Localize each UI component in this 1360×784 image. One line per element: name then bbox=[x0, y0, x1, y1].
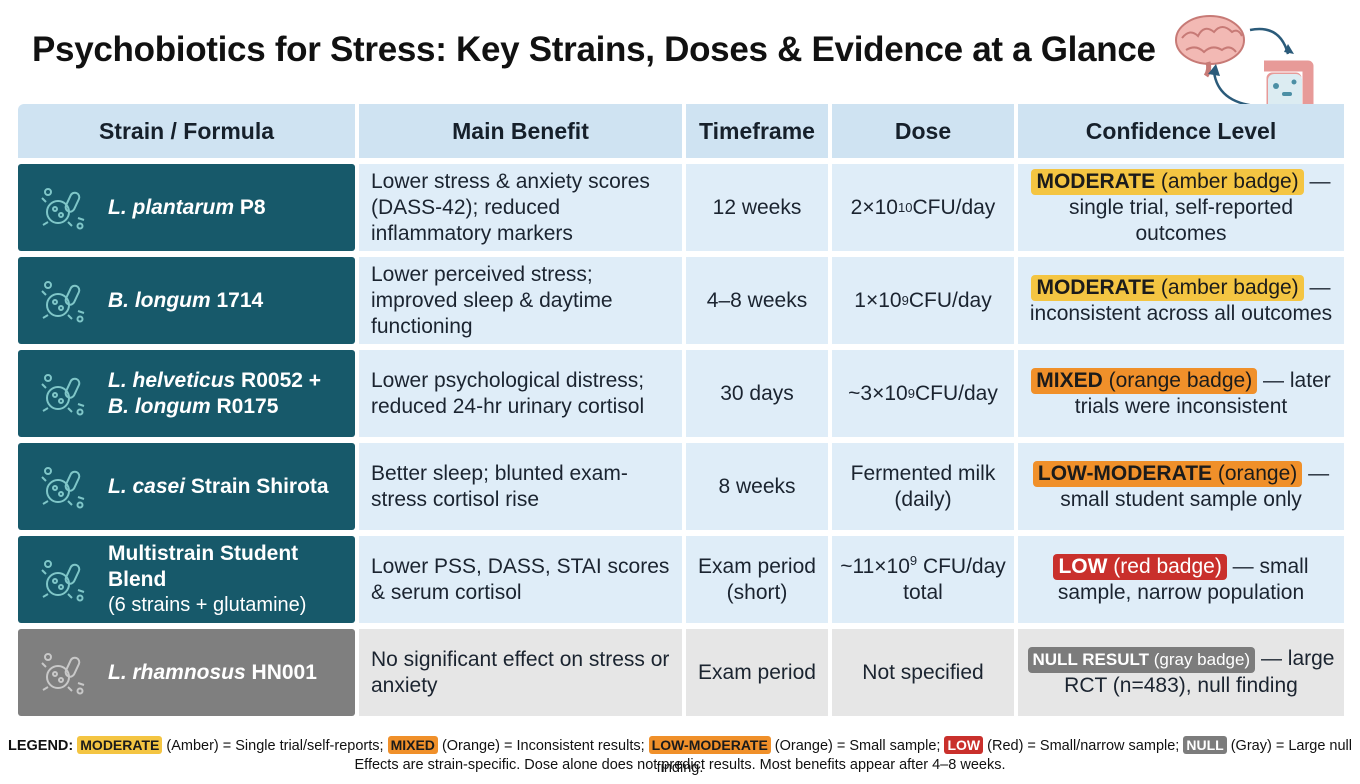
header-timeframe: Timeframe bbox=[686, 104, 828, 158]
table-row-benefit: No significant effect on stress or anxie… bbox=[359, 629, 682, 716]
evidence-table: Strain / Formula Main Benefit Timeframe … bbox=[18, 104, 1344, 716]
table-row-dose: ~3×10 9 CFU/day bbox=[832, 350, 1014, 437]
status-badge: MODERATE (amber badge) bbox=[1031, 274, 1304, 301]
table-row-benefit: Lower PSS, DASS, STAI scores & serum cor… bbox=[359, 536, 682, 623]
bacteria-icon bbox=[41, 187, 85, 229]
bacteria-icon bbox=[41, 559, 85, 601]
table-row-benefit: Lower stress & anxiety scores (DASS-42);… bbox=[359, 164, 682, 251]
header-strain: Strain / Formula bbox=[18, 104, 355, 158]
bacteria-icon bbox=[41, 652, 85, 694]
table-row-benefit: Lower perceived stress; improved sleep &… bbox=[359, 257, 682, 344]
table-row-strain: L. helveticus R0052 + B. longum R0175 bbox=[18, 350, 355, 437]
table-row-strain: Multistrain Student Blend (6 strains + gl… bbox=[18, 536, 355, 623]
status-badge: NULL RESULT (gray badge) bbox=[1027, 647, 1256, 673]
table-row-timeframe: 8 weeks bbox=[686, 443, 828, 530]
status-badge: LOW (red badge) bbox=[1053, 553, 1227, 580]
table-row-benefit: Better sleep; blunted exam-stress cortis… bbox=[359, 443, 682, 530]
table-row-dose: Fermented milk (daily) bbox=[832, 443, 1014, 530]
table-row-timeframe: 4–8 weeks bbox=[686, 257, 828, 344]
bacteria-icon bbox=[41, 280, 85, 322]
table-row-dose: 2×10 10 CFU/day bbox=[832, 164, 1014, 251]
table-row-dose: ~11×109 CFU/day total bbox=[832, 536, 1014, 623]
table-row-confidence: MODERATE (amber badge) — single trial, s… bbox=[1018, 164, 1344, 251]
bacteria-icon bbox=[41, 373, 85, 415]
legend: LEGEND: MODERATE (Amber) = Single trial/… bbox=[7, 736, 1353, 776]
status-badge: MODERATE (amber badge) bbox=[1031, 168, 1304, 195]
table-row-timeframe: 12 weeks bbox=[686, 164, 828, 251]
header-confidence: Confidence Level bbox=[1018, 104, 1344, 158]
header-benefit: Main Benefit bbox=[359, 104, 682, 158]
status-badge: LOW-MODERATE (orange) bbox=[1032, 460, 1303, 487]
table-row-benefit: Lower psychological distress; reduced 24… bbox=[359, 350, 682, 437]
table-row-timeframe: Exam period (short) bbox=[686, 536, 828, 623]
table-row-timeframe: Exam period bbox=[686, 629, 828, 716]
table-row-dose: Not specified bbox=[832, 629, 1014, 716]
status-badge: MIXED (orange badge) bbox=[1031, 367, 1258, 394]
table-row-strain: B. longum 1714 bbox=[18, 257, 355, 344]
table-row-strain: L. plantarum P8 bbox=[18, 164, 355, 251]
table-row-dose: 1×10 9 CFU/day bbox=[832, 257, 1014, 344]
page-title: Psychobiotics for Stress: Key Strains, D… bbox=[32, 30, 1156, 69]
table-row-confidence: LOW (red badge) — small sample, narrow p… bbox=[1018, 536, 1344, 623]
table-row-strain: L. casei Strain Shirota bbox=[18, 443, 355, 530]
table-row-strain: L. rhamnosus HN001 bbox=[18, 629, 355, 716]
footnote: Effects are strain-specific. Dose alone … bbox=[354, 757, 1006, 773]
table-row-confidence: NULL RESULT (gray badge) — large RCT (n=… bbox=[1018, 629, 1344, 716]
table-row-confidence: MIXED (orange badge) — later trials were… bbox=[1018, 350, 1344, 437]
table-row-timeframe: 30 days bbox=[686, 350, 828, 437]
table-row-confidence: MODERATE (amber badge) — inconsistent ac… bbox=[1018, 257, 1344, 344]
bacteria-icon bbox=[41, 466, 85, 508]
table-row-confidence: LOW-MODERATE (orange) — small student sa… bbox=[1018, 443, 1344, 530]
header-dose: Dose bbox=[832, 104, 1014, 158]
